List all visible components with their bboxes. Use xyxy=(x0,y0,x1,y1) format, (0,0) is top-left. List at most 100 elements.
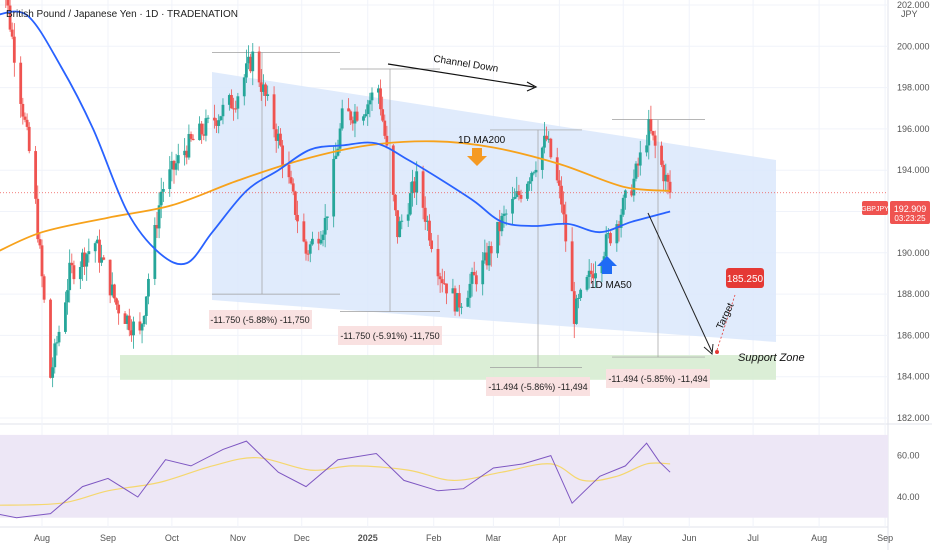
candle-body xyxy=(289,177,293,184)
projection-arrow-head xyxy=(703,343,714,356)
candle-body xyxy=(436,248,440,277)
candle-body xyxy=(364,114,368,117)
candle-body xyxy=(310,238,314,245)
channel-arrow-head xyxy=(526,81,538,92)
candle-body xyxy=(664,174,668,182)
candle-body xyxy=(102,257,106,260)
channel-arrow xyxy=(387,63,535,88)
candle-body xyxy=(279,133,282,146)
candle-body xyxy=(468,283,472,298)
target-connector xyxy=(716,294,736,351)
candle-body xyxy=(215,120,218,126)
candle-body xyxy=(517,191,521,195)
rsi-ma-line xyxy=(0,457,671,506)
time-tick-label: Apr xyxy=(552,533,566,543)
target-price-text: 185.250 xyxy=(727,274,764,285)
candle-body xyxy=(489,246,493,254)
candle-body xyxy=(110,284,114,296)
candle-body xyxy=(632,178,636,196)
candle-body xyxy=(634,163,638,179)
candle-body xyxy=(415,171,419,193)
candle-body xyxy=(498,221,502,232)
candle-body xyxy=(198,123,201,141)
rsi-line xyxy=(0,440,671,519)
countdown-text: 03:23:25 xyxy=(894,214,926,223)
candle-body xyxy=(34,151,38,199)
measure-box-2 xyxy=(338,326,442,345)
candle-body xyxy=(519,194,523,199)
support-zone-label: Support Zone xyxy=(738,352,805,364)
time-tick-label: May xyxy=(615,533,633,543)
candle-body xyxy=(400,220,404,222)
candle-body xyxy=(383,120,387,136)
candle-body xyxy=(132,321,135,336)
candle-body xyxy=(200,123,204,135)
candle-body xyxy=(668,181,672,193)
price-tick-label: 188.000 xyxy=(897,289,930,299)
time-tick-label: Jul xyxy=(747,533,759,543)
candle-body xyxy=(157,205,161,229)
candle-body xyxy=(351,120,355,124)
candle-body xyxy=(202,134,206,136)
candle-body xyxy=(291,183,295,192)
measure-box-3 xyxy=(486,377,590,396)
candle-body xyxy=(423,207,427,222)
candle-body xyxy=(528,181,531,184)
candle-body xyxy=(411,181,414,194)
candle-body xyxy=(276,133,280,141)
candle-body xyxy=(95,239,99,244)
candle-body xyxy=(25,119,29,127)
currency-label: JPY xyxy=(901,9,918,19)
candle-body xyxy=(649,119,653,132)
candle-body xyxy=(455,293,459,312)
candle-body xyxy=(234,108,238,110)
candle-body xyxy=(130,330,133,336)
candle-body xyxy=(660,145,663,165)
price-tick-label: 186.000 xyxy=(897,330,930,340)
candle-body xyxy=(647,119,651,146)
candle-body xyxy=(189,133,193,139)
candle-body xyxy=(138,321,142,331)
rsi-tick-label: 60.00 xyxy=(897,451,920,461)
rsi-axis: 40.00 60.00 xyxy=(897,451,920,502)
candle-body xyxy=(57,331,61,343)
candle-body xyxy=(334,155,338,159)
candle-body xyxy=(227,95,231,105)
target-price-badge xyxy=(726,268,764,288)
candle-body xyxy=(470,271,474,284)
ma200-line xyxy=(0,140,671,252)
candle-body xyxy=(64,302,67,332)
candle-body xyxy=(500,215,504,232)
candle-body xyxy=(236,96,240,109)
price-tick-label: 196.000 xyxy=(897,124,930,134)
measure-box-4 xyxy=(606,369,710,388)
candle-body xyxy=(55,342,59,344)
candle-body xyxy=(474,275,478,285)
candle-body xyxy=(219,116,223,121)
candle-body xyxy=(232,108,236,110)
time-tick-label: Sep xyxy=(877,533,893,543)
candle-body xyxy=(176,155,180,164)
candle-body xyxy=(259,82,263,92)
candle-body xyxy=(391,145,395,195)
candle-body xyxy=(87,251,91,255)
candle-body xyxy=(264,84,267,96)
candle-body xyxy=(534,169,538,173)
candle-body xyxy=(594,273,597,279)
ma50-line xyxy=(0,10,671,266)
candle-body xyxy=(85,254,89,267)
last-price-tag xyxy=(890,201,930,224)
price-tick-label: 198.000 xyxy=(897,83,930,93)
candle-body xyxy=(306,253,310,255)
candle-body xyxy=(630,190,634,196)
candle-body xyxy=(53,343,57,368)
candle-body xyxy=(666,174,670,182)
candle-body xyxy=(98,239,101,263)
candle-body xyxy=(472,271,476,276)
candle-body xyxy=(460,306,463,308)
candle-body xyxy=(481,260,485,285)
candle-body xyxy=(366,104,370,115)
candle-body xyxy=(338,128,342,149)
candle-body xyxy=(496,221,500,254)
